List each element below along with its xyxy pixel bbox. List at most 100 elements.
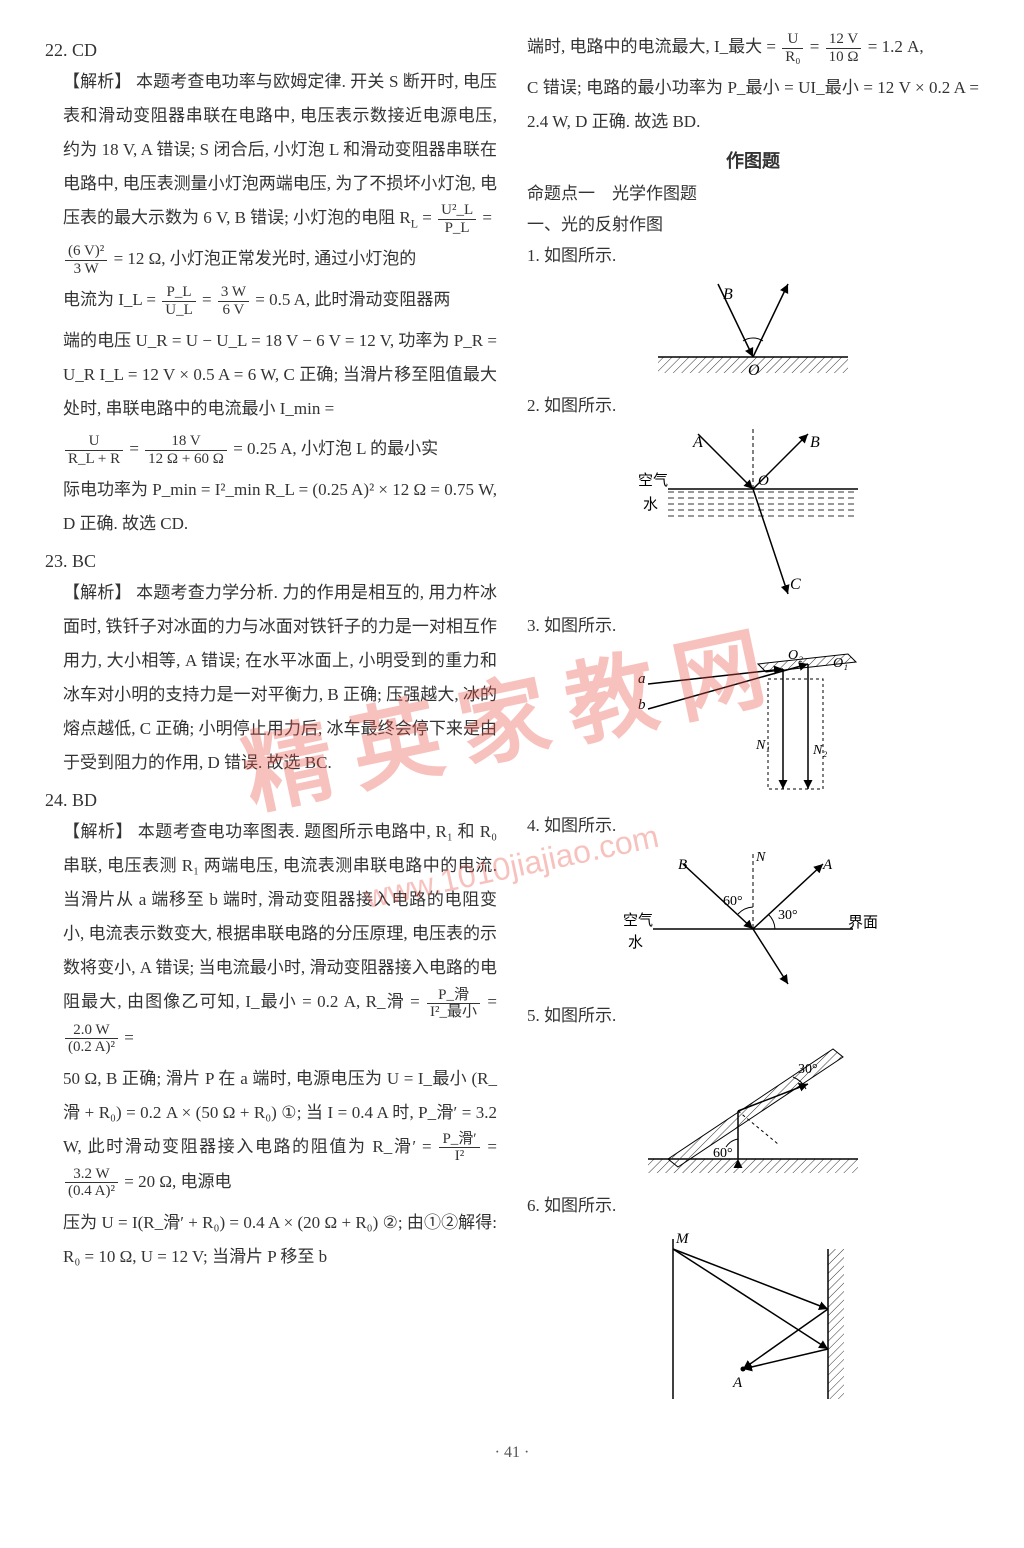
fig4-ang30: 30°: [778, 908, 798, 923]
section-title: 作图题: [527, 147, 979, 173]
q22-line3: 电流为 I_L = P_L U_L = 3 W 6 V = 0.5 A, 此时滑…: [45, 283, 497, 318]
q24c-frac1: U R₀: [782, 31, 803, 65]
fig3-O1: O₁: [833, 656, 848, 671]
q24-number: 24. BD: [45, 790, 497, 811]
q22-number: 22. CD: [45, 40, 497, 61]
q22-eq6-tail: = 0.25 A, 小灯泡 L 的最小实: [233, 439, 438, 458]
fig5-wrap: 30° 60°: [527, 1039, 979, 1179]
q22-eq2-tail: = 12 Ω, 小灯泡正常发光时, 通过小灯泡的: [114, 249, 417, 268]
eq4-tail: = 20 Ω, 电源电: [124, 1172, 231, 1191]
fig4-N: N: [755, 850, 766, 865]
q22-frac2: (6 V)² 3 W: [65, 243, 107, 277]
eq2-tail: =: [124, 1028, 134, 1047]
q22-frac1: U²_L P_L: [438, 202, 476, 236]
q23-number: 23. BC: [45, 551, 497, 572]
fig4-B: B: [678, 857, 687, 873]
q24-cont-a: 端时, 电路中的电流最大, I_最大 = U R₀ = 12 V 10 Ω = …: [527, 30, 979, 65]
fig6-svg: M A: [643, 1229, 863, 1404]
frac-bot: R₀: [782, 49, 803, 66]
q24c-frac2: 12 V 10 Ω: [826, 31, 862, 65]
q22-frac6: 18 V 12 Ω + 60 Ω: [145, 433, 227, 467]
frac-top: 3.2 W: [65, 1166, 118, 1184]
right-column: 端时, 电路中的电流最大, I_最大 = U R₀ = 12 V 10 Ω = …: [527, 30, 979, 1414]
q22-text-b: 电流为 I_L =: [63, 290, 160, 309]
fig2-label: 2. 如图所示.: [527, 389, 979, 423]
frac-bot: 12 Ω + 60 Ω: [145, 451, 227, 468]
frac-top: U: [65, 433, 123, 451]
frac-bot: I²: [439, 1148, 479, 1165]
eq1-mid: =: [810, 37, 824, 56]
fig2-svg: A B C O 空气 水: [638, 429, 868, 599]
q24-frac3: P_滑′ I²: [439, 1131, 479, 1165]
q24-frac2: 2.0 W (0.2 A)²: [65, 1022, 118, 1056]
frac-top: P_滑: [427, 987, 480, 1005]
fig2-A: A: [692, 434, 703, 451]
fig3-label: 3. 如图所示.: [527, 609, 979, 643]
sub-header: 一、光的反射作图: [527, 210, 979, 235]
fig1-wrap: B O: [527, 279, 979, 379]
topic-header: 命题点一 光学作图题: [527, 179, 979, 204]
eq1-tail: =: [482, 208, 492, 227]
fig6-A: A: [732, 1375, 743, 1391]
frac-top: 3 W: [218, 284, 249, 302]
frac-bot: 3 W: [65, 261, 107, 278]
eq2-tail: = 1.2 A,: [868, 37, 924, 56]
frac-bot: R_L + R: [65, 451, 123, 468]
page-container: 22. CD 【解析】 本题考查电功率与欧姆定律. 开关 S 断开时, 电压表和…: [0, 0, 1024, 1434]
frac-top: 12 V: [826, 31, 862, 49]
frac-top: U: [782, 31, 803, 49]
fig4-svg: B A N 60° 30° 空气 水 界面: [623, 849, 883, 989]
q22-text-c: 端的电压 U_R = U − U_L = 18 V − 6 V = 12 V, …: [45, 324, 497, 426]
fig2-C: C: [790, 576, 801, 593]
q22-frac5: U R_L + R: [65, 433, 123, 467]
q24-frac1: P_滑 I²_最小: [427, 987, 480, 1021]
fig6-M: M: [675, 1231, 690, 1247]
q24-body-a: 【解析】 本题考查电功率图表. 题图所示电路中, R₁ 和 R₀ 串联, 电压表…: [45, 815, 497, 1055]
frac-bot: (0.4 A)²: [65, 1183, 118, 1200]
eq3-mid: =: [202, 290, 216, 309]
q24-text-a: 本题考查电功率图表. 题图所示电路中, R₁ 和 R₀ 串联, 电压表测 R₁ …: [63, 822, 497, 1011]
fig4-A: A: [822, 857, 833, 873]
fig4-wrap: B A N 60° 30° 空气 水 界面: [527, 849, 979, 989]
q23-text: 本题考查力学分析. 力的作用是相互的, 用力杵冰面时, 铁钎子对冰面的力与冰面对…: [63, 583, 497, 772]
q22-frac4: 3 W 6 V: [218, 284, 249, 318]
fig4-ang60: 60°: [723, 894, 743, 909]
q24-body-b: 50 Ω, B 正确; 滑片 P 在 a 端时, 电源电压为 U = I_最小 …: [45, 1062, 497, 1200]
fig5-ang30: 30°: [798, 1062, 818, 1077]
q24-frac4: 3.2 W (0.4 A)²: [65, 1166, 118, 1200]
fig3-N1: N₁: [755, 738, 770, 753]
fig3-svg: a b O₁ O₂ N₁ N₂: [638, 649, 868, 799]
frac-top: (6 V)²: [65, 243, 107, 261]
fig5-ang60: 60°: [713, 1146, 733, 1161]
fig4-label: 4. 如图所示.: [527, 809, 979, 843]
q24-text-b: 50 Ω, B 正确; 滑片 P 在 a 端时, 电源电压为 U = I_最小 …: [63, 1069, 497, 1156]
q22-text-c-span: 端的电压 U_R = U − U_L = 18 V − 6 V = 12 V, …: [63, 331, 497, 418]
fig1-B: B: [723, 286, 733, 303]
frac-bot: 6 V: [218, 302, 249, 319]
fig5-svg: 30° 60°: [638, 1039, 868, 1179]
q22-text-d: 际电功率为 P_min = I²_min R_L = (0.25 A)² × 1…: [45, 473, 497, 541]
analysis-label: 【解析】: [63, 583, 132, 602]
fig4-water: 水: [628, 934, 643, 951]
analysis-label: 【解析】: [63, 822, 133, 841]
q23-body: 【解析】 本题考查力学分析. 力的作用是相互的, 用力杵冰面时, 铁钎子对冰面的…: [45, 576, 497, 780]
q24c-text-a: 端时, 电路中的电流最大, I_最大 =: [527, 37, 780, 56]
fig2-water: 水: [643, 496, 658, 513]
frac-bot: P_L: [438, 220, 476, 237]
frac-bot: U_L: [162, 302, 196, 319]
frac-bot: I²_最小: [427, 1004, 480, 1021]
fig1-label: 1. 如图所示.: [527, 239, 979, 273]
fig3-N2: N₂: [812, 743, 827, 758]
q22-frac3: P_L U_L: [162, 284, 196, 318]
left-column: 22. CD 【解析】 本题考查电功率与欧姆定律. 开关 S 断开时, 电压表和…: [45, 30, 497, 1414]
analysis-label: 【解析】: [63, 72, 132, 91]
frac-top: P_L: [162, 284, 196, 302]
q22-line2: (6 V)² 3 W = 12 Ω, 小灯泡正常发光时, 通过小灯泡的: [45, 242, 497, 277]
eq3-mid: =: [487, 1137, 497, 1156]
q24-cont-b: C 错误; 电路的最小功率为 P_最小 = UI_最小 = 12 V × 0.2…: [527, 71, 979, 139]
fig1-O: O: [748, 362, 760, 379]
frac-top: 2.0 W: [65, 1022, 118, 1040]
frac-bot: 10 Ω: [826, 49, 862, 66]
q22-line5: U R_L + R = 18 V 12 Ω + 60 Ω = 0.25 A, 小…: [45, 432, 497, 467]
page-number: · 41 ·: [0, 1444, 1024, 1462]
